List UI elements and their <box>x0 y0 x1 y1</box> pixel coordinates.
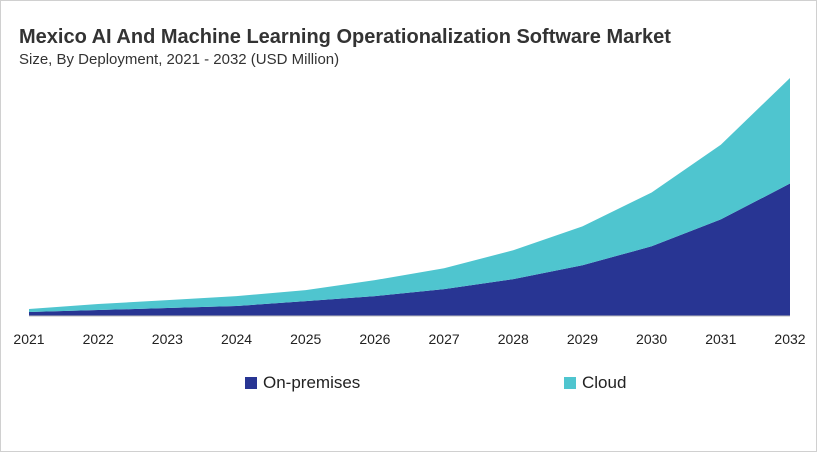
legend-label: Cloud <box>582 373 627 392</box>
area-on-premises <box>29 183 790 316</box>
x-tick-label: 2024 <box>221 331 252 347</box>
x-tick-label: 2026 <box>359 331 390 347</box>
x-tick-label: 2027 <box>429 331 460 347</box>
chart-subtitle: Size, By Deployment, 2021 - 2032 (USD Mi… <box>19 51 340 68</box>
legend-label: On-premises <box>263 373 361 392</box>
x-tick-label: 2029 <box>567 331 598 347</box>
x-tick-label: 2031 <box>705 331 736 347</box>
x-tick-label: 2025 <box>290 331 321 347</box>
x-tick-label: 2028 <box>498 331 529 347</box>
x-tick-label: 2023 <box>152 331 183 347</box>
x-tick-label: 2022 <box>83 331 114 347</box>
area-cloud <box>29 77 790 313</box>
legend-item-on-premises: On-premises <box>245 373 360 393</box>
legend-swatch <box>564 377 576 389</box>
legend-swatch <box>245 377 257 389</box>
x-tick-label: 2032 <box>774 331 805 347</box>
x-tick-label: 2030 <box>636 331 667 347</box>
chart-title: Mexico AI And Machine Learning Operation… <box>19 26 671 48</box>
legend-item-cloud: Cloud <box>564 373 626 393</box>
x-tick-label: 2021 <box>13 331 44 347</box>
